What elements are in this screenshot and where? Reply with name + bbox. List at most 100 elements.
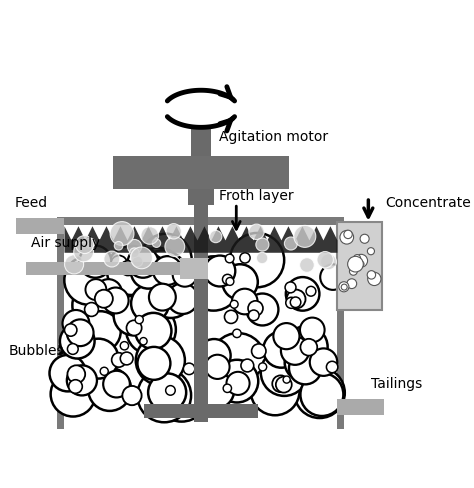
Bar: [337, 223, 382, 310]
Circle shape: [310, 348, 337, 376]
Circle shape: [126, 305, 176, 355]
Circle shape: [149, 274, 193, 318]
Circle shape: [114, 296, 153, 336]
Circle shape: [259, 363, 267, 371]
Circle shape: [85, 239, 95, 248]
Bar: [64, 225, 337, 429]
Circle shape: [249, 224, 264, 240]
Circle shape: [246, 294, 278, 326]
Bar: [188, 190, 214, 205]
Circle shape: [120, 261, 135, 276]
Circle shape: [67, 344, 78, 355]
Text: Agitation motor: Agitation motor: [219, 129, 328, 143]
Circle shape: [205, 355, 229, 379]
Circle shape: [225, 311, 237, 324]
Circle shape: [367, 271, 375, 280]
Circle shape: [354, 255, 361, 262]
Circle shape: [321, 254, 337, 270]
Circle shape: [120, 352, 133, 365]
Circle shape: [344, 231, 352, 239]
Circle shape: [317, 252, 333, 268]
Circle shape: [128, 240, 142, 254]
Circle shape: [132, 257, 143, 267]
Circle shape: [141, 227, 159, 245]
Circle shape: [67, 366, 85, 383]
Circle shape: [227, 372, 250, 395]
Circle shape: [210, 333, 265, 388]
Circle shape: [166, 224, 182, 240]
Circle shape: [198, 339, 231, 372]
Circle shape: [241, 359, 254, 372]
Circle shape: [327, 362, 338, 373]
Circle shape: [140, 338, 147, 345]
Circle shape: [165, 386, 175, 395]
Circle shape: [301, 339, 317, 356]
Circle shape: [251, 366, 300, 415]
Circle shape: [76, 236, 94, 254]
Circle shape: [300, 318, 325, 343]
Circle shape: [148, 374, 186, 411]
Circle shape: [367, 248, 374, 255]
Circle shape: [222, 275, 233, 285]
Circle shape: [127, 321, 142, 336]
Circle shape: [95, 280, 122, 307]
Circle shape: [281, 337, 309, 365]
Circle shape: [256, 253, 268, 264]
Circle shape: [358, 262, 364, 267]
Circle shape: [173, 263, 197, 287]
Circle shape: [129, 248, 139, 258]
Bar: [57, 218, 345, 429]
Circle shape: [103, 288, 128, 314]
Circle shape: [64, 256, 113, 305]
Circle shape: [107, 246, 156, 295]
Circle shape: [222, 264, 258, 300]
Circle shape: [256, 239, 269, 252]
Circle shape: [183, 364, 195, 375]
Circle shape: [140, 234, 191, 285]
Circle shape: [73, 280, 125, 332]
Circle shape: [73, 243, 93, 262]
Circle shape: [233, 329, 241, 338]
Circle shape: [153, 257, 182, 285]
Circle shape: [226, 278, 234, 286]
Circle shape: [294, 368, 345, 418]
Text: Tailings: Tailings: [371, 376, 422, 390]
Circle shape: [223, 385, 231, 393]
Circle shape: [135, 316, 143, 324]
Circle shape: [347, 279, 356, 289]
Circle shape: [67, 320, 93, 346]
Circle shape: [49, 355, 86, 391]
Circle shape: [204, 256, 235, 287]
Circle shape: [85, 280, 106, 301]
Circle shape: [340, 231, 354, 244]
Circle shape: [133, 248, 183, 299]
Circle shape: [112, 353, 126, 367]
Circle shape: [230, 301, 238, 308]
Bar: [337, 400, 384, 415]
Circle shape: [347, 257, 363, 272]
Circle shape: [285, 283, 296, 293]
Circle shape: [225, 255, 234, 264]
Circle shape: [368, 273, 381, 286]
Circle shape: [306, 287, 316, 297]
Circle shape: [64, 324, 77, 337]
Text: Air supply: Air supply: [31, 236, 100, 250]
Circle shape: [198, 373, 234, 408]
Circle shape: [79, 246, 111, 278]
Circle shape: [79, 339, 118, 379]
Text: Bubbles: Bubbles: [9, 343, 64, 357]
Bar: [16, 219, 64, 235]
Circle shape: [263, 332, 300, 368]
Circle shape: [84, 303, 99, 317]
Circle shape: [104, 252, 120, 267]
Circle shape: [276, 377, 292, 393]
Circle shape: [284, 238, 298, 250]
Circle shape: [60, 324, 94, 359]
Circle shape: [63, 310, 90, 337]
Text: Feed: Feed: [14, 195, 47, 209]
Circle shape: [248, 310, 259, 321]
Circle shape: [128, 247, 158, 278]
Circle shape: [248, 301, 263, 316]
Circle shape: [135, 313, 172, 349]
Circle shape: [114, 242, 123, 251]
